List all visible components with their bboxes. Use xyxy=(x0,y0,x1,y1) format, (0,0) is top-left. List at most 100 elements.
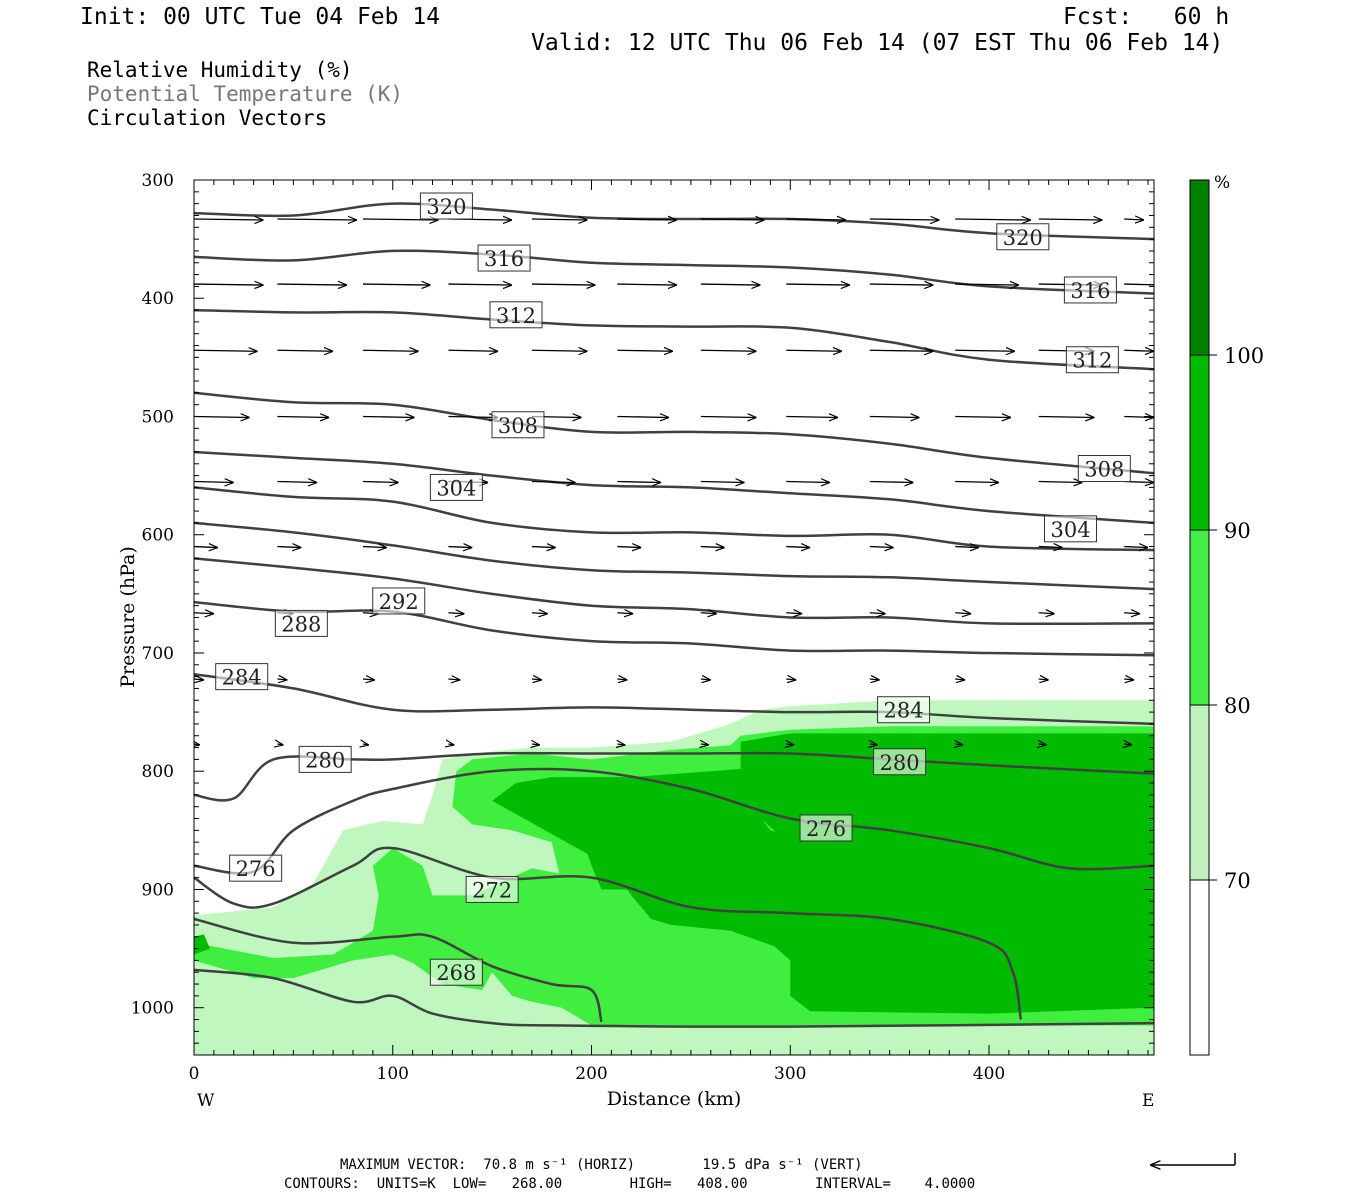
colorbar-segment xyxy=(1189,354,1210,531)
contour-label-276: 276 xyxy=(806,817,846,841)
circulation-vector xyxy=(531,350,588,351)
circulation-vector xyxy=(955,482,999,483)
contour-label-312: 312 xyxy=(496,304,536,328)
circulation-vector xyxy=(531,547,556,548)
theta-contour-304 xyxy=(194,450,1154,525)
circulation-vector xyxy=(617,482,661,483)
contour-label-box xyxy=(491,411,545,439)
colorbar-label: 90 xyxy=(1224,519,1251,543)
circulation-vector xyxy=(617,219,677,220)
contour-label-box xyxy=(429,473,483,501)
circulation-vector xyxy=(955,547,979,548)
contour-label-320: 320 xyxy=(1003,226,1043,250)
colorbar-label: 70 xyxy=(1224,869,1251,893)
circulation-vector xyxy=(617,744,625,745)
circulation-vector xyxy=(277,547,301,548)
circulation-vector xyxy=(700,284,761,285)
y-tick-label: 600 xyxy=(142,526,174,546)
circulation-vector xyxy=(869,284,934,285)
circulation-vector xyxy=(194,350,258,351)
circulation-vector xyxy=(955,284,1019,285)
contour-label-280: 280 xyxy=(880,751,920,775)
circulation-vector xyxy=(1124,547,1148,548)
contour-label-box xyxy=(996,223,1050,251)
contour-label-box xyxy=(429,958,483,986)
circulation-vector xyxy=(701,744,709,745)
circulation-vector xyxy=(617,350,673,351)
theta-contour-316 xyxy=(194,249,1154,295)
contour-label-box xyxy=(465,875,519,903)
circulation-vector xyxy=(362,482,399,483)
circulation-vector xyxy=(869,679,880,680)
circulation-vector xyxy=(448,350,498,351)
contour-label-box xyxy=(873,748,927,776)
theta-contour-276 xyxy=(194,767,1154,875)
circulation-vector xyxy=(448,679,460,680)
contour-label-box xyxy=(298,745,352,773)
circulation-vector xyxy=(277,679,287,680)
circulation-vector xyxy=(869,613,886,614)
y-tick-label: 700 xyxy=(142,644,174,664)
contour-labels: 320 320 316 316 312 312 308 308 304 304 292 288 284 2… xyxy=(215,192,1131,986)
circulation-vector xyxy=(869,350,934,351)
contour-label-284: 284 xyxy=(222,666,262,690)
circulation-vector xyxy=(1038,679,1049,680)
x-axis-title: Distance (km) xyxy=(607,1088,742,1110)
y-tick-label: 900 xyxy=(142,880,174,900)
contour-label-304: 304 xyxy=(436,476,476,500)
circulation-vector xyxy=(1038,416,1095,417)
circulation-vector xyxy=(617,547,641,548)
circulation-vector xyxy=(955,613,971,614)
circulation-vector xyxy=(277,744,283,745)
circulation-vector xyxy=(869,416,920,417)
circulation-vector xyxy=(700,613,717,614)
contour-label-box xyxy=(1077,455,1131,483)
circulation-vector xyxy=(277,219,357,220)
circulation-vector xyxy=(277,482,317,483)
maximum-vector-info: MAXIMUM VECTOR: 70.8 m s⁻¹ (HORIZ) 19.5 … xyxy=(340,1157,863,1173)
circulation-vector xyxy=(786,219,846,220)
circulation-vector xyxy=(194,284,264,285)
theta-contour-288 xyxy=(194,600,1154,657)
circulation-vector xyxy=(1124,744,1132,745)
circulation-vector xyxy=(448,416,498,417)
x-tick-label: 400 xyxy=(973,1064,1005,1084)
contour-label-box xyxy=(215,663,269,691)
circulation-vectors xyxy=(194,219,1154,745)
colorbar-label: 80 xyxy=(1224,694,1251,718)
east-label: E xyxy=(1142,1091,1154,1111)
circulation-vector xyxy=(362,350,419,351)
contour-label-276: 276 xyxy=(236,857,276,881)
relative-humidity-shading xyxy=(194,700,1154,1055)
circulation-vector xyxy=(277,350,333,351)
circulation-vector xyxy=(448,284,512,285)
colorbar-segment xyxy=(1189,704,1210,881)
theta-contour-unlabeled xyxy=(194,521,1154,591)
circulation-vector xyxy=(1038,219,1103,220)
circulation-vector xyxy=(194,679,204,680)
contour-label-box xyxy=(229,854,283,882)
circulation-vector xyxy=(955,679,965,680)
contour-label-312: 312 xyxy=(1072,349,1112,373)
y-tick-label: 800 xyxy=(142,762,174,782)
circulation-vector xyxy=(1124,613,1140,614)
circulation-vector xyxy=(786,482,830,483)
circulation-vector xyxy=(700,416,757,417)
legend-potential-temperature: Potential Temperature (K) xyxy=(87,82,404,106)
contour-label-box xyxy=(419,192,473,220)
contour-label-316: 316 xyxy=(484,247,524,271)
circulation-vector xyxy=(700,350,757,351)
circulation-vector xyxy=(617,613,633,614)
circulation-vector xyxy=(700,482,745,483)
contour-label-268: 268 xyxy=(436,961,476,985)
circulation-vector xyxy=(1038,482,1083,483)
circulation-vector xyxy=(700,547,725,548)
circulation-vector xyxy=(700,679,711,680)
circulation-vector xyxy=(700,219,765,220)
circulation-vector xyxy=(1124,283,1154,286)
contour-label-box xyxy=(877,696,931,724)
circulation-vector xyxy=(1124,350,1154,351)
contour-info: CONTOURS: UNITS=K LOW= 268.00 HIGH= 408.… xyxy=(284,1176,976,1192)
contour-label-box xyxy=(1065,346,1119,374)
